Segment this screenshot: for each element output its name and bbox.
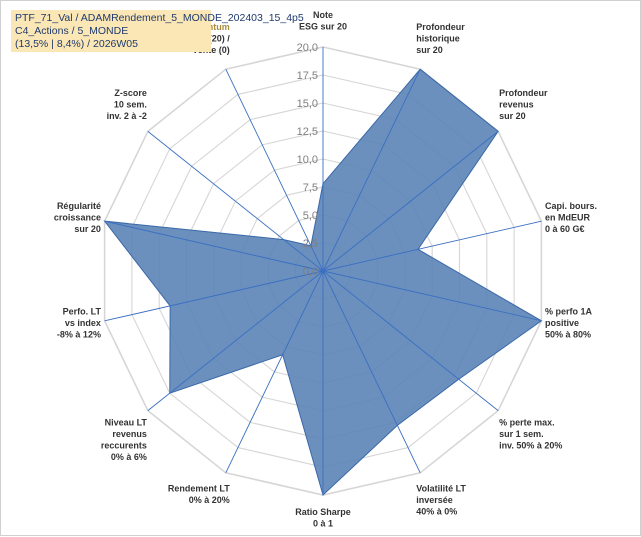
axis-label-line: sur 20: [416, 45, 443, 55]
axis-label-line: % perfo 1A: [545, 307, 593, 317]
axis-label-line: 0 à 60 G€: [545, 224, 585, 234]
tick-label-1: 2,5: [303, 238, 318, 250]
axis-label-line: revenus: [112, 429, 147, 439]
axis-spoke-3: [322, 130, 499, 272]
tick-label-2: 5,0: [303, 210, 318, 222]
axis-label-line: Volatilité LT: [416, 483, 466, 493]
tick-label-8: 20,0: [297, 42, 318, 54]
axis-label-line: Profondeur: [499, 88, 548, 98]
axis-label-line: inversée: [416, 495, 453, 505]
axis-label-line: Profondeur: [416, 22, 465, 32]
axis-label-line: sur 20: [74, 224, 101, 234]
portfolio-category: C4_Actions / 5_MONDE: [15, 25, 129, 37]
axis-label-line: historique: [416, 34, 460, 44]
axis-label-line: sur 1 sem.: [499, 429, 544, 439]
axis-spoke-4: [322, 220, 542, 272]
axis-label-line: 50% à 80%: [545, 330, 591, 340]
axis-label-9: Rendement LT 0% à 20%: [168, 483, 230, 505]
axis-label-line: -8% à 12%: [57, 330, 101, 340]
axis-label-line: Capi. bours.: [545, 201, 597, 211]
axis-label-line: reccurents: [101, 440, 147, 450]
axis-spoke-11: [104, 270, 324, 322]
axis-label-12: Régularité croissance sur 20: [54, 201, 101, 234]
axis-label-line: en MdEUR: [545, 212, 591, 222]
axis-label-line: inv. 2 à -2: [107, 111, 147, 121]
portfolio-name: PTF_71_Val / ADAMRendement_5_MONDE_20240…: [15, 12, 304, 24]
axis-label-1: Note ESG sur 20: [299, 10, 347, 32]
axis-spoke-14: [225, 68, 324, 272]
tick-label-5: 12,5: [297, 126, 318, 138]
axis-label-11: Perfo. LT vs index -8% à 12%: [57, 307, 102, 340]
tick-label-0: 0,0: [303, 266, 318, 278]
axis-spoke-12: [104, 220, 324, 272]
axis-label-line: Régularité: [57, 201, 101, 211]
axis-label-8: Ratio Sharpe 0 à 1: [295, 507, 351, 529]
axis-label-line: 40% à 0%: [416, 506, 457, 516]
tick-label-3: 7,5: [303, 182, 318, 194]
axis-spoke-5: [322, 270, 542, 322]
axis-spoke-6: [322, 270, 499, 412]
axis-label-line: 0% à 20%: [189, 495, 230, 505]
portfolio-info-box: PTF_71_Val / ADAMRendement_5_MONDE_20240…: [11, 10, 304, 52]
axis-label-13: Z-score 10 sem. inv. 2 à -2: [107, 88, 147, 121]
axis-label-line: Note: [313, 10, 333, 20]
axis-label-line: Ratio Sharpe: [295, 507, 351, 517]
axis-label-line: ESG sur 20: [299, 22, 347, 32]
axis-label-10: Niveau LT revenus reccurents 0% à 6%: [101, 417, 148, 462]
axis-label-line: 10 sem.: [114, 100, 147, 110]
axis-label-line: vs index: [65, 318, 101, 328]
tick-label-4: 10,0: [297, 154, 318, 166]
axis-spoke-7: [322, 270, 421, 474]
axis-label-5: % perfo 1A positive 50% à 80%: [545, 307, 593, 340]
tick-label-7: 17,5: [297, 70, 318, 82]
axis-label-6: % perte max. sur 1 sem. inv. 50% à 20%: [499, 417, 562, 450]
axis-spoke-2: [322, 68, 421, 272]
axis-label-line: Perfo. LT: [63, 307, 102, 317]
axis-label-line: sur 20: [499, 111, 526, 121]
axis-label-line: croissance: [54, 212, 101, 222]
axis-label-line: positive: [545, 318, 579, 328]
axis-label-line: Niveau LT: [105, 417, 148, 427]
axis-label-2: Profondeur historique sur 20: [416, 22, 465, 55]
axis-label-line: revenus: [499, 100, 534, 110]
portfolio-stats: (13,5% | 8,4%) / 2026W05: [15, 38, 138, 50]
axis-label-line: 0 à 1: [313, 519, 333, 529]
axis-spoke-10: [147, 270, 324, 412]
axis-label-line: % perte max.: [499, 417, 555, 427]
axis-label-line: Rendement LT: [168, 483, 230, 493]
axis-label-4: Capi. bours. en MdEUR 0 à 60 G€: [545, 201, 597, 234]
axis-spoke-9: [225, 270, 324, 474]
axis-spoke-13: [147, 130, 324, 272]
axis-label-line: 0% à 6%: [111, 452, 147, 462]
tick-label-6: 15,0: [297, 98, 318, 110]
axis-label-3: Profondeur revenus sur 20: [499, 88, 548, 121]
axis-label-line: Z-score: [114, 88, 147, 98]
axis-label-line: inv. 50% à 20%: [499, 440, 562, 450]
axis-label-7: Volatilité LT inversée 40% à 0%: [416, 483, 466, 516]
